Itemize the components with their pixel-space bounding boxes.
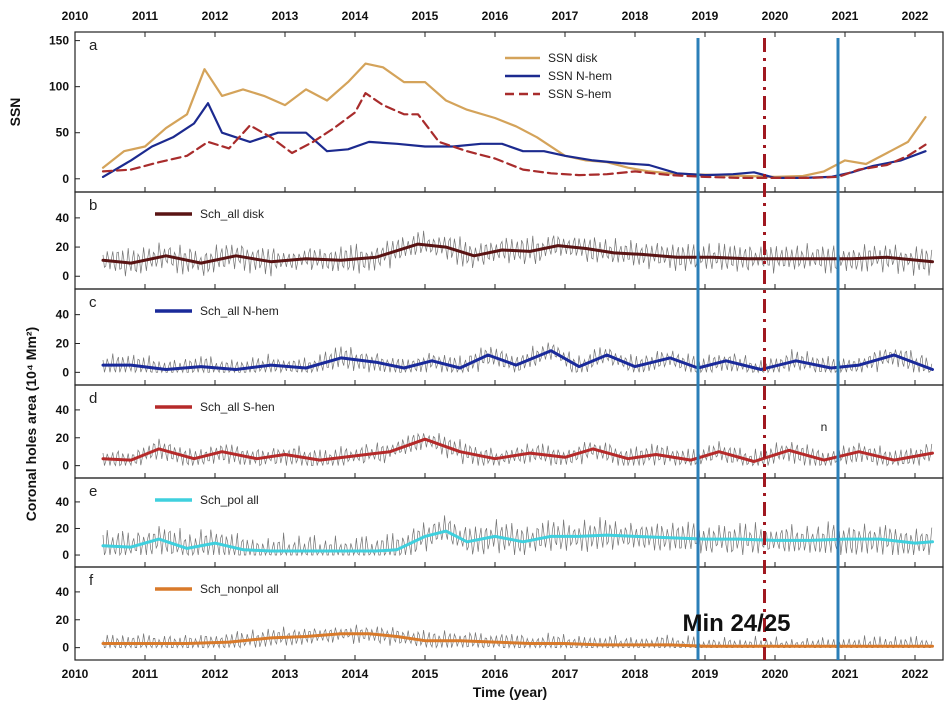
series-line-ssn-s-hem (101, 91, 927, 179)
series-line-sch-all-n-hem (101, 349, 934, 371)
panel-a: 0 50 100 150 a SSN SSN disk SSN N-hem SSN S-hem (7, 31, 944, 193)
cycle-markers (696, 38, 840, 660)
panel-frame (74, 31, 944, 193)
bottom-year-label: 2016 (482, 667, 509, 681)
top-year-label: 2017 (552, 9, 579, 23)
bottom-year-label: 2015 (412, 667, 439, 681)
top-year-label: 2015 (412, 9, 439, 23)
top-year-label: 2016 (482, 9, 509, 23)
y-tick-label: 20 (56, 336, 70, 350)
panel-letter: b (89, 197, 97, 214)
legend-label: SSN N-hem (548, 69, 612, 83)
y-tick-label: 0 (62, 172, 69, 186)
series-line-sch-all-s-hen (101, 437, 934, 463)
raw-signal-b (102, 230, 933, 277)
legend-label: Sch_nonpol all (200, 582, 279, 596)
annotations: Min 24/25 n (682, 420, 827, 637)
panel-d: 0 20 40 d Sch_all S-hen (56, 384, 944, 479)
panel-e: 0 20 40 e Sch_pol all (56, 477, 944, 568)
y-tick-label: 20 (56, 613, 70, 627)
series-line-ssn-disk (101, 62, 927, 178)
y-tick-label: 0 (62, 269, 69, 283)
legend-label: Sch_all N-hem (200, 304, 279, 318)
y-tick-label: 40 (56, 211, 70, 225)
top-year-label: 2012 (202, 9, 229, 23)
series-line-sch-all-disk (101, 242, 934, 265)
bottom-year-label: 2010 (62, 667, 89, 681)
bottom-year-label: 2020 (762, 667, 789, 681)
y-tick-label: 20 (56, 240, 70, 254)
top-year-label: 2018 (622, 9, 649, 23)
panel-frame (74, 477, 944, 568)
top-year-ticks: 2010 2011 2012 2013 2014 2015 2016 2017 2018 2019… (62, 9, 929, 37)
series-line-sch-nonpol-all (101, 632, 934, 648)
panel-letter: c (89, 294, 97, 311)
bottom-year-label: 2012 (202, 667, 229, 681)
y-tick-label: 0 (62, 365, 69, 379)
bottom-year-label: 2014 (342, 667, 369, 681)
bottom-year-label: 2013 (272, 667, 299, 681)
bottom-year-label: 2017 (552, 667, 579, 681)
raw-signal-e (102, 515, 933, 557)
top-year-label: 2019 (692, 9, 719, 23)
panel-f: 0 20 40 f Sch_nonpol all (56, 566, 944, 661)
top-year-label: 2014 (342, 9, 369, 23)
y-tick-label: 150 (49, 34, 69, 48)
y-tick-label: 40 (56, 585, 70, 599)
panel-b: 0 20 40 b Sch_all disk (56, 191, 944, 290)
legend-label: SSN S-hem (548, 87, 611, 101)
y-tick-label: 100 (49, 80, 69, 94)
panel-letter: e (89, 483, 97, 500)
bottom-year-ticks: 2010 2011 2012 2013 2014 2015 2016 2017 2018 2019… (62, 667, 929, 681)
legend-label: SSN disk (548, 51, 598, 65)
y-tick-label: 40 (56, 403, 70, 417)
bottom-year-label: 2019 (692, 667, 719, 681)
bottom-year-label: 2011 (132, 667, 158, 681)
y-tick-label: 0 (62, 459, 69, 473)
raw-signal-d (102, 432, 933, 467)
panel-frame (74, 566, 944, 661)
top-year-label: 2010 (62, 9, 89, 23)
top-year-label: 2020 (762, 9, 789, 23)
y-tick-label: 20 (56, 431, 70, 445)
minimum-annotation: Min 24/25 (682, 610, 790, 637)
y-tick-label: 50 (56, 126, 70, 140)
panel-frame (74, 384, 944, 479)
y-axis-title: SSN (7, 98, 23, 127)
legend-label: Sch_all S-hen (200, 400, 275, 414)
raw-signal-c (102, 342, 933, 374)
top-year-label: 2022 (902, 9, 929, 23)
x-axis-title: Time (year) (473, 684, 547, 700)
top-year-label: 2011 (132, 9, 158, 23)
panel-letter: f (89, 572, 94, 589)
y-tick-label: 0 (62, 641, 69, 655)
legend-label: Sch_all disk (200, 207, 265, 221)
bottom-year-label: 2018 (622, 667, 649, 681)
stray-annotation: n (821, 420, 828, 434)
panel-letter: d (89, 390, 97, 407)
y-tick-label: 40 (56, 308, 70, 322)
y-tick-label: 40 (56, 495, 70, 509)
legend-label: Sch_pol all (200, 493, 259, 507)
top-year-label: 2021 (832, 9, 859, 23)
panel-letter: a (89, 37, 98, 54)
shared-y-axis-title: Coronal holes area (10⁴ Mm²) (23, 327, 39, 521)
series-line-sch-pol-all (101, 529, 934, 553)
y-tick-label: 0 (62, 548, 69, 562)
bottom-year-label: 2021 (832, 667, 859, 681)
bottom-year-label: 2022 (902, 667, 929, 681)
panel-c: 0 20 40 c Sch_all N-hem (56, 288, 944, 386)
y-tick-label: 20 (56, 521, 70, 535)
top-year-label: 2013 (272, 9, 299, 23)
